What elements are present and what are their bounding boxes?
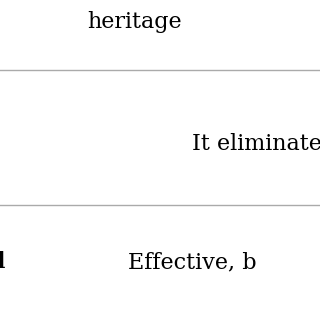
- Text: yl: yl: [0, 252, 5, 273]
- Text: heritage: heritage: [87, 12, 182, 33]
- Text: Effective, b: Effective, b: [128, 252, 257, 273]
- Text: It eliminate: It eliminate: [192, 133, 320, 155]
